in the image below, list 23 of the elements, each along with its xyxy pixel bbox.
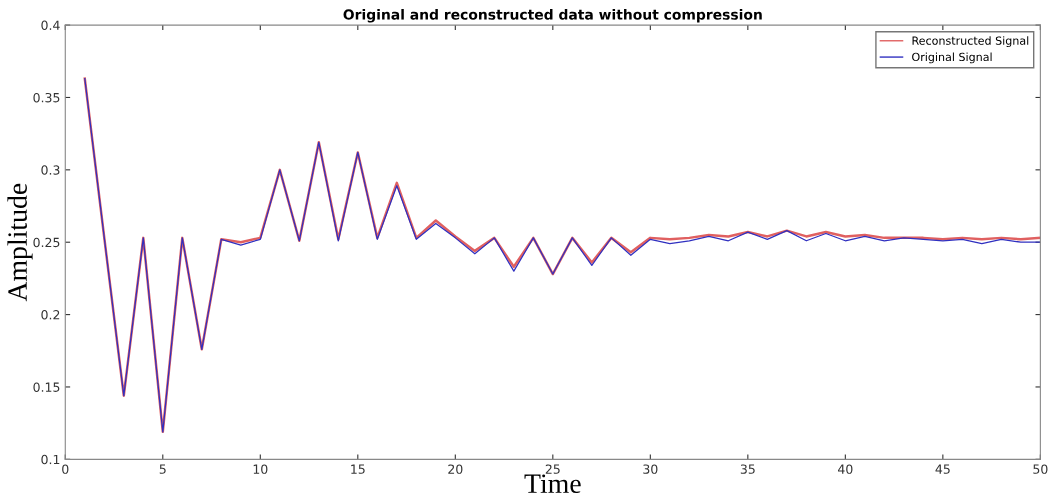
y-tick-label: 0.15 bbox=[33, 382, 60, 392]
x-tick-label: 10 bbox=[253, 464, 268, 474]
legend-label: Reconstructed Signal bbox=[912, 36, 1029, 47]
x-tick-label: 45 bbox=[935, 464, 950, 474]
x-tick-label: 0 bbox=[62, 464, 69, 474]
x-tick-label: 15 bbox=[351, 464, 365, 474]
x-tick-label: 25 bbox=[545, 464, 560, 474]
x-tick-label: 5 bbox=[159, 464, 166, 474]
legend-label: Original Signal bbox=[912, 52, 992, 64]
x-tick-label: 50 bbox=[1033, 464, 1048, 474]
y-tick-label: 0.2 bbox=[41, 310, 60, 320]
y-tick-label: 0.1 bbox=[41, 454, 60, 465]
x-tick-label: 40 bbox=[838, 464, 853, 474]
x-axis-title: Time bbox=[524, 474, 581, 494]
x-tick-label: 20 bbox=[448, 464, 463, 474]
y-axis-title: Amplitude bbox=[7, 183, 33, 302]
x-tick-label: 35 bbox=[740, 464, 755, 474]
chart-title: Original and reconstructed data without compression bbox=[343, 8, 762, 23]
y-tick-label: 0.25 bbox=[33, 237, 60, 248]
x-tick-label: 30 bbox=[643, 464, 658, 474]
y-tick-label: 0.35 bbox=[33, 92, 60, 103]
y-tick-label: 0.4 bbox=[41, 20, 60, 31]
y-tick-label: 0.3 bbox=[41, 165, 60, 175]
